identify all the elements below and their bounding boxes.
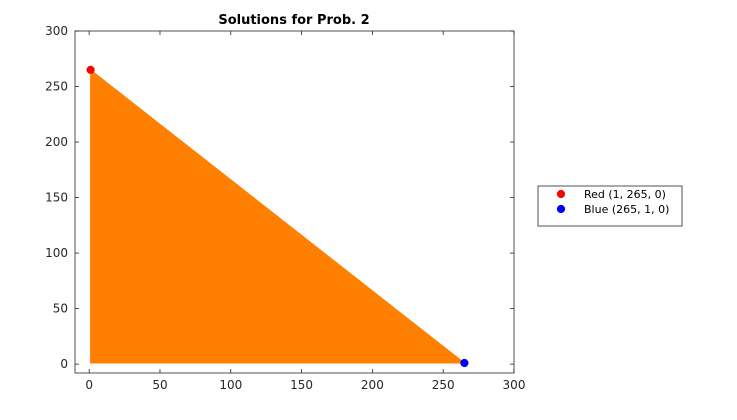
- x-tick-label: 300: [503, 378, 526, 392]
- x-tick-label: 150: [290, 378, 313, 392]
- y-tick-label: 250: [45, 80, 68, 94]
- y-tick-label: 0: [60, 357, 68, 371]
- x-tick-label: 100: [219, 378, 242, 392]
- x-tick-label: 0: [85, 378, 93, 392]
- data-point-ff0000: [86, 65, 95, 74]
- legend-entry: Blue (265, 1, 0): [584, 203, 669, 216]
- legend-marker: [556, 204, 566, 214]
- chart-title: Solutions for Prob. 2: [218, 13, 369, 28]
- legend: Red (1, 265, 0) Blue (265, 1, 0): [537, 185, 683, 227]
- y-tick-label: 50: [53, 302, 68, 316]
- x-tick-label: 250: [432, 378, 455, 392]
- data-point-0000ff: [460, 358, 469, 368]
- y-tick-label: 200: [45, 135, 68, 149]
- x-tick-label: 50: [152, 378, 167, 392]
- y-tick-label: 300: [45, 24, 68, 38]
- legend-marker: [556, 189, 566, 199]
- plot-area: 0 50 100 150 200 250 300 0 50 100 150 200 250 300: [45, 24, 525, 392]
- solution-region: [90, 68, 466, 364]
- legend-entry: Red (1, 265, 0): [584, 188, 666, 201]
- x-tick-label: 200: [361, 378, 384, 392]
- y-tick-label: 100: [45, 246, 68, 260]
- axes-frame: [74, 30, 515, 374]
- y-tick-label: 150: [45, 191, 68, 205]
